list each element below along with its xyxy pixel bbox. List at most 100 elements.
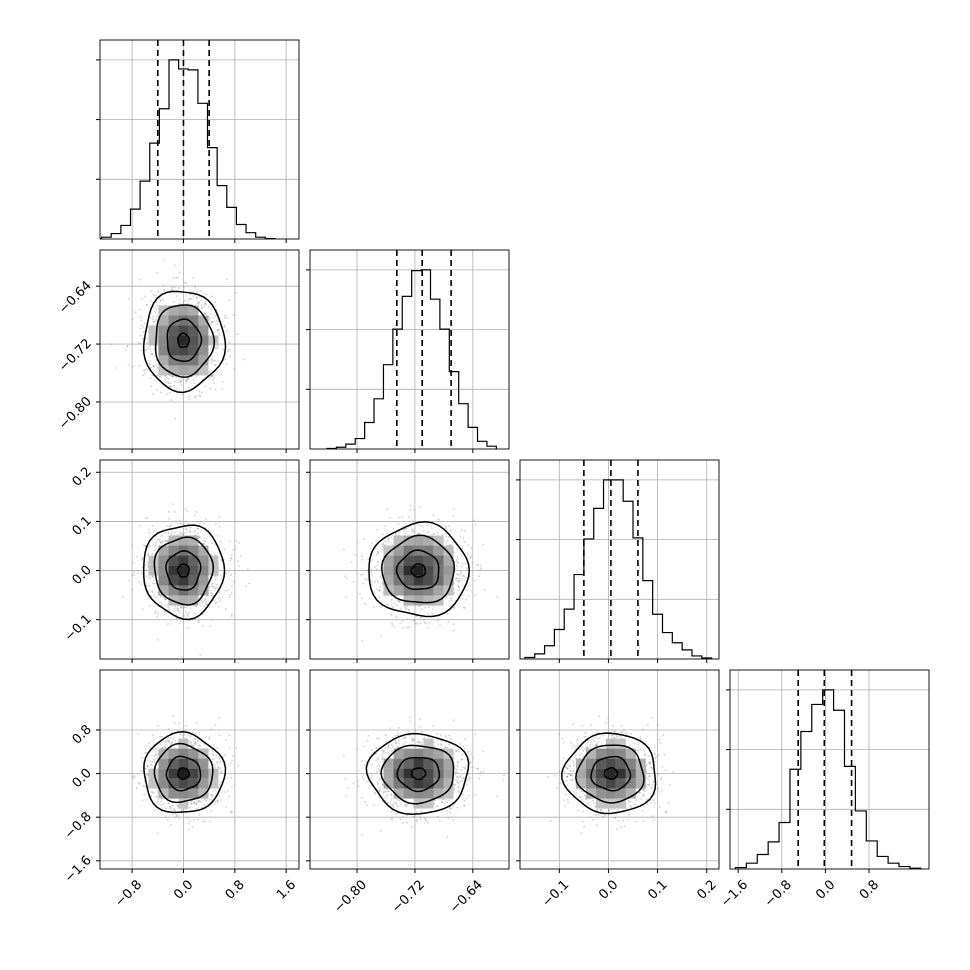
pair-1-3-point [386,751,389,754]
pair-0-3-point [197,800,199,803]
pair-1-2-point [392,606,394,609]
pair-1-2-point [457,585,460,588]
pair-1-2-density-cell [423,565,434,576]
pair-0-1-point [155,307,157,310]
pair-1-3-density-cell [423,798,434,809]
pair-1-3-density-cell [443,778,454,789]
pair-1-3-point [455,779,457,782]
pair-0-1-point [110,343,112,346]
pair-1-2-point [478,575,481,578]
pair-0-2-point [177,607,180,610]
pair-1-2-point [405,527,408,530]
pair-1-3-point [468,777,471,780]
pair-0-1-point [180,384,183,387]
pair-1-2-point [362,582,365,585]
pair-0-2-point [199,603,201,606]
pair-1-2-point [423,621,426,624]
pair-0-3-point [146,765,149,768]
pair-0-3-ytick-label-2: 0.0 [70,766,95,791]
pair-0-2-point [159,540,161,543]
pair-0-2-point [245,585,247,588]
pair-0-1-point [211,375,214,378]
pair-0-1-plot-area [100,250,299,449]
pair-0-3-point [219,760,222,763]
pair-0-2-point [164,540,167,542]
pair-1-2-point [406,626,408,629]
pair-0-2-point [215,523,217,526]
pair-2-3-point [578,754,581,756]
pair-1-2-point [472,519,475,522]
pair-2-3-point [613,736,616,739]
pair-0-2-point [197,620,200,623]
pair-0-2-point [168,608,170,611]
pair-1-2-point [344,575,347,578]
pair-1-3-density-cell [403,748,414,759]
pair-2-3-point [652,781,655,784]
pair-2-3-point [572,723,574,726]
pair-0-1-point [149,348,151,351]
pair-1-3-point [382,749,385,752]
pair-0-3-contour-0 [143,731,227,814]
pair-2-3-point [653,780,655,783]
pair-1-2-point [432,533,435,535]
pair-0-1-point [155,318,158,321]
pair-2-3-point [627,800,630,802]
pair-2-3-point [598,737,601,740]
pair-0-2-point [209,625,212,628]
pair-0-1-point [210,323,213,326]
pair-2-3-point [646,723,649,726]
pair-2-3-point [649,763,652,766]
pair-2-3-point [655,756,657,758]
pair-0-2-point [137,572,140,575]
pair-1-3-point [449,807,451,810]
pair-2-3-density-cell [625,748,636,759]
pair-1-3-point [451,798,454,800]
pair-0-1-point [127,363,130,366]
pair-0-1-point [188,298,191,300]
pair-0-1-point [126,345,129,347]
pair-1-3-point [386,790,389,793]
pair-0-3-point [170,823,172,826]
pair-1-2-point [361,640,364,642]
pair-2-3-xtick-label-1: 0.0 [596,877,621,902]
pair-1-3-point [365,804,368,807]
pair-1-3-point [458,790,461,793]
pair-1-3-xtick-label-0: −0.80 [331,877,370,916]
pair-2-3-point [575,739,578,742]
pair-0-1-point [217,345,219,348]
pair-1-2-point [411,528,413,530]
pair-1-3-point [449,738,452,740]
pair-2-3-point [574,747,577,750]
pair-0-2-point [218,525,221,528]
pair-0-3-point [216,761,219,764]
pair-2-3-point [595,737,598,739]
pair-0-1-point [152,320,155,323]
pair-0-3-point [156,801,159,803]
pair-0-2-point [146,561,149,564]
pair-1-3-point [390,811,393,813]
pair-0-1-point [212,320,215,323]
pair-1-2-point [426,531,429,534]
pair-1-2-point [402,529,405,531]
pair-2-3-point [605,722,608,724]
pair-0-1-point [154,355,156,358]
pair-1-3-point [453,767,456,770]
pair-1-3-point [457,782,460,785]
pair-0-1-point [145,349,148,352]
pair-0-3-point [166,818,169,821]
pair-0-3-point [189,735,192,738]
pair-0-3-point [164,747,167,749]
pair-0-1-density-cell [168,325,179,336]
pair-1-2-density-cell [413,565,424,576]
pair-1-3-point [424,818,427,821]
pair-0-2-point [148,528,150,531]
pair-0-1-density-cell [158,345,169,356]
pair-1-2-density-cell [433,535,444,546]
pair-1-2-contour-2 [395,549,440,591]
pair-0-1-point [146,341,149,344]
pair-0-3-density-cell [198,778,209,789]
pair-0-3-point [184,729,187,732]
pair-0-1-point [180,378,182,380]
pair-0-3-point [181,809,183,812]
pair-2-3-point [647,778,649,781]
